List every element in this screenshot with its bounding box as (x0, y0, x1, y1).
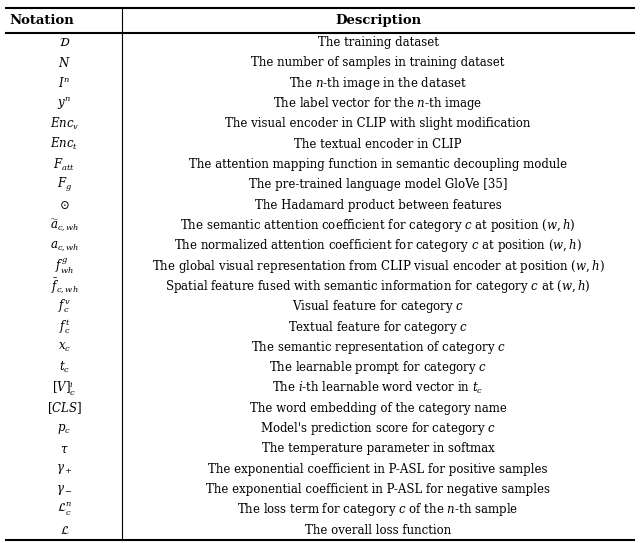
Text: Visual feature for category $c$: Visual feature for category $c$ (292, 298, 464, 315)
Text: The temperature parameter in softmax: The temperature parameter in softmax (262, 443, 494, 456)
Text: $\mathcal{L}^n_c$: $\mathcal{L}^n_c$ (57, 501, 72, 519)
Text: $\gamma_-$: $\gamma_-$ (56, 483, 73, 496)
Text: $N$: $N$ (58, 56, 71, 70)
Text: The learnable prompt for category $c$: The learnable prompt for category $c$ (269, 359, 487, 376)
Text: $x_c$: $x_c$ (58, 341, 71, 354)
Text: Notation: Notation (10, 14, 74, 27)
Text: $\tau$: $\tau$ (60, 443, 68, 456)
Text: The training dataset: The training dataset (317, 36, 438, 49)
Text: $\mathcal{D}$: $\mathcal{D}$ (59, 36, 70, 49)
Text: The number of samples in training dataset: The number of samples in training datase… (252, 56, 505, 70)
Text: The textual encoder in CLIP: The textual encoder in CLIP (294, 138, 462, 151)
Text: $\odot$: $\odot$ (59, 199, 70, 212)
Text: The overall loss function: The overall loss function (305, 523, 451, 536)
Text: The exponential coefficient in P-ASL for positive samples: The exponential coefficient in P-ASL for… (208, 463, 548, 476)
Text: The global visual representation from CLIP visual encoder at position $(w,h)$: The global visual representation from CL… (152, 257, 604, 275)
Text: The normalized attention coefficient for category $c$ at position $(w,h)$: The normalized attention coefficient for… (174, 237, 582, 254)
Text: $f^g_{wh}$: $f^g_{wh}$ (55, 256, 74, 276)
Text: The exponential coefficient in P-ASL for negative samples: The exponential coefficient in P-ASL for… (206, 483, 550, 496)
Text: The attention mapping function in semantic decoupling module: The attention mapping function in semant… (189, 158, 567, 171)
Text: Model's prediction score for category $c$: Model's prediction score for category $c… (260, 420, 496, 437)
Text: $f^t_c$: $f^t_c$ (59, 318, 70, 336)
Text: The loss term for category $c$ of the $n$-th sample: The loss term for category $c$ of the $n… (237, 501, 518, 519)
Text: $I^n$: $I^n$ (58, 77, 70, 90)
Text: The $n$-th image in the dataset: The $n$-th image in the dataset (289, 75, 467, 92)
Text: $Enc_t$: $Enc_t$ (51, 136, 79, 152)
Text: $\gamma_+$: $\gamma_+$ (56, 462, 73, 476)
Text: Description: Description (335, 14, 421, 27)
Text: $p_c$: $p_c$ (58, 421, 72, 435)
Text: $[V]^i_c$: $[V]^i_c$ (52, 378, 77, 397)
Text: $F_{att}$: $F_{att}$ (54, 156, 76, 173)
Text: $y^n$: $y^n$ (57, 95, 72, 112)
Text: The label vector for the $n$-th image: The label vector for the $n$-th image (273, 95, 483, 112)
Text: $t_c$: $t_c$ (59, 360, 70, 375)
Text: $[CLS]$: $[CLS]$ (47, 400, 82, 416)
Text: $\bar{f}_{c,wh}$: $\bar{f}_{c,wh}$ (51, 277, 78, 295)
Text: The Hadamard product between features: The Hadamard product between features (255, 199, 501, 212)
Text: $Enc_v$: $Enc_v$ (50, 116, 79, 132)
Text: $f^v_c$: $f^v_c$ (58, 298, 71, 315)
Text: Textual feature for category $c$: Textual feature for category $c$ (288, 319, 468, 336)
Text: The $i$-th learnable word vector in $t_c$: The $i$-th learnable word vector in $t_c… (273, 380, 484, 396)
Text: The semantic representation of category $c$: The semantic representation of category … (251, 339, 506, 356)
Text: $\mathcal{L}$: $\mathcal{L}$ (60, 523, 69, 536)
Text: $F_g$: $F_g$ (57, 176, 72, 194)
Text: $\widetilde{a}_{c,wh}$: $\widetilde{a}_{c,wh}$ (50, 218, 79, 233)
Text: The semantic attention coefficient for category $c$ at position $(w,h)$: The semantic attention coefficient for c… (180, 217, 576, 234)
Text: The word embedding of the category name: The word embedding of the category name (250, 402, 506, 415)
Text: The visual encoder in CLIP with slight modification: The visual encoder in CLIP with slight m… (225, 117, 531, 130)
Text: $a_{c,wh}$: $a_{c,wh}$ (50, 239, 79, 252)
Text: Spatial feature fused with semantic information for category $c$ at $(w,h)$: Spatial feature fused with semantic info… (165, 278, 591, 295)
Text: The pre-trained language model GloVe [35]: The pre-trained language model GloVe [35… (249, 178, 508, 191)
